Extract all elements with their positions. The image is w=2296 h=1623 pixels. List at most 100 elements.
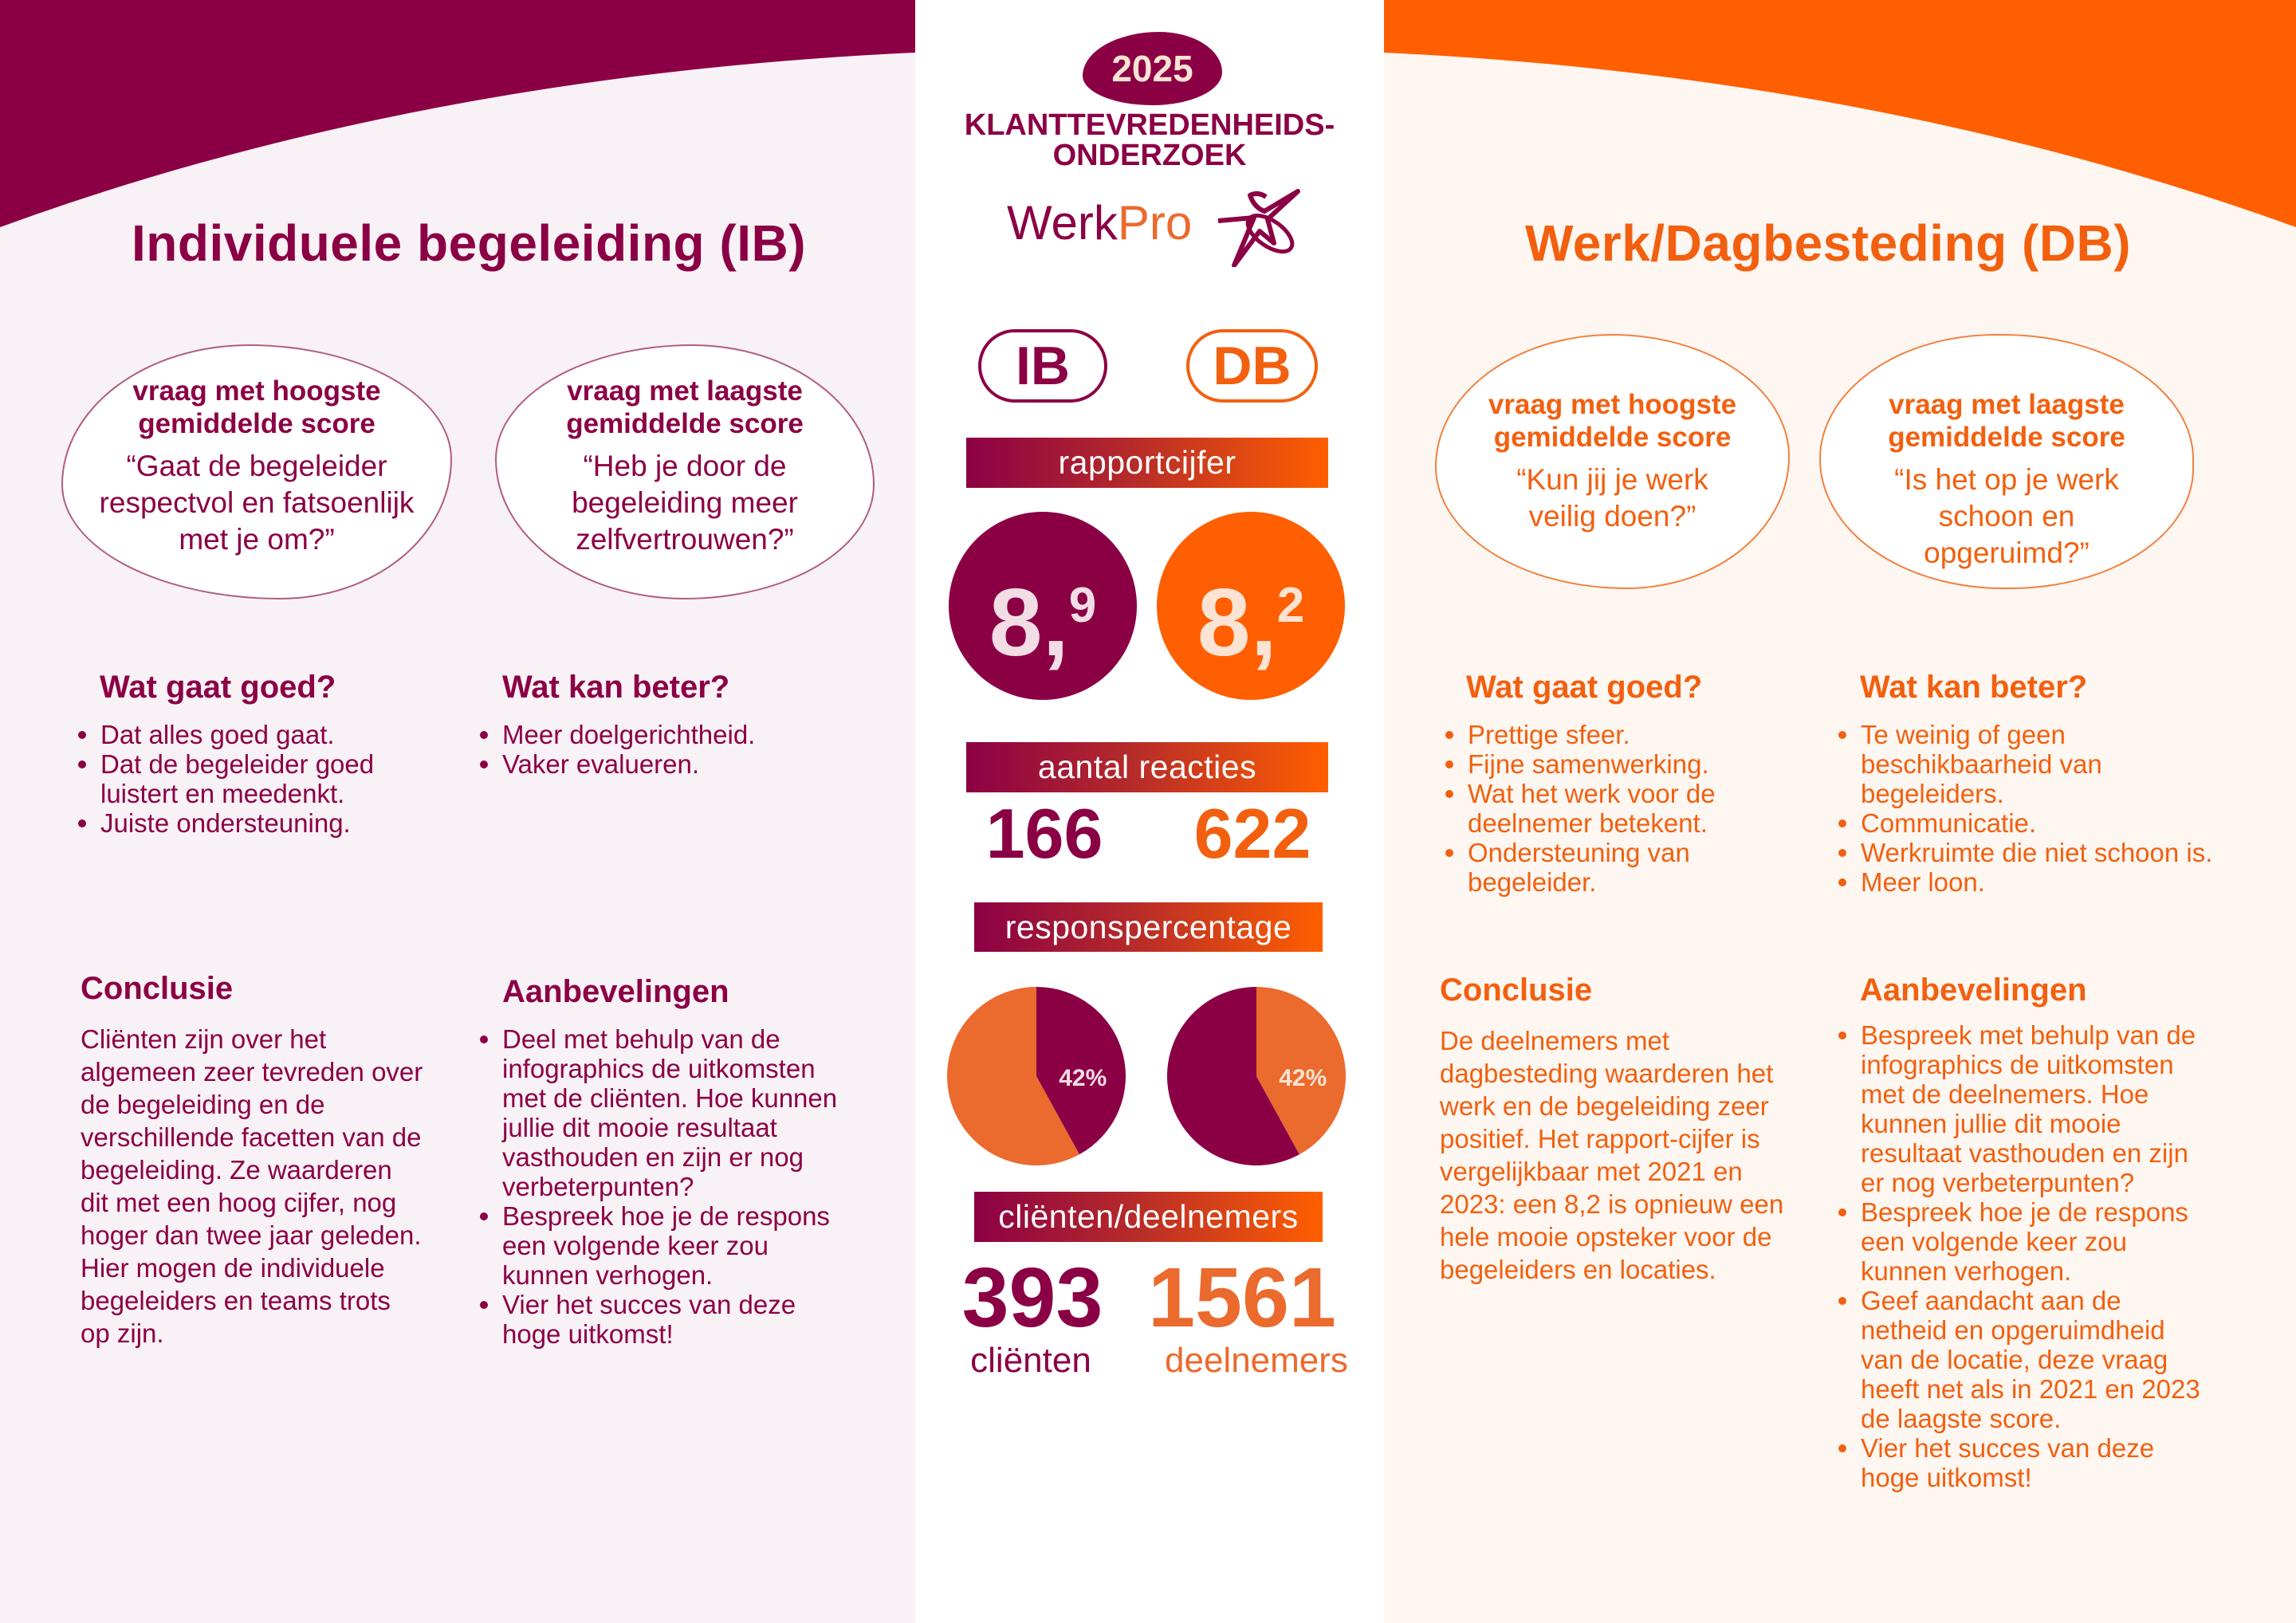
db-reactions-count: 622 — [1193, 794, 1311, 873]
logo-text-werk: Werk — [1007, 196, 1118, 250]
ib-client-count: 393 — [961, 1251, 1103, 1345]
list-item: Communicatie. — [1837, 808, 2235, 838]
ib-label: IB — [978, 329, 1107, 403]
ib-good-list: Dat alles goed gaat. Dat de begeleider go… — [77, 720, 427, 838]
reactions-label-bar: aantal reacties — [966, 742, 1328, 792]
db-recommendations-list: Bespreek met behulp van de infographics … — [1837, 1020, 2204, 1492]
ib-reactions-count: 166 — [985, 794, 1103, 873]
population-label-bar: cliënten/deelnemers — [974, 1192, 1323, 1242]
bubble-quote: zelfvertrouwen?” — [576, 523, 794, 556]
year-badge: 2025 — [1083, 32, 1222, 105]
ib-grade-circle: 8,9 — [949, 512, 1137, 700]
ib-conclusion-heading: Conclusie — [81, 971, 234, 1006]
ib-title: Individuele begeleiding (IB) — [131, 214, 807, 272]
ib-good-heading: Wat gaat goed? — [100, 670, 336, 705]
ib-recommendations-list: Deel met behulp van de infographics de u… — [478, 1024, 853, 1349]
list-item: Fijne samenwerking. — [1444, 749, 1779, 779]
list-item: Werkruimte die niet schoon is. — [1837, 838, 2235, 867]
list-item: Vaker evalueren. — [478, 749, 861, 779]
bubble-heading: gemiddelde score — [1493, 422, 1732, 453]
pie-percent-label: 42% — [1059, 1065, 1107, 1091]
grade-label-bar: rapportcijfer — [966, 438, 1328, 488]
logo-text-pro: Pro — [1117, 196, 1193, 250]
list-item: Wat het werk voor de deelnemer betekent. — [1444, 779, 1779, 838]
pie-slice-remainder — [947, 987, 1079, 1165]
survey-title: KLANTTEVREDENHEIDS- ONDERZOEK — [915, 110, 1384, 171]
db-better-list: Te weinig of geen beschikbaarheid van be… — [1837, 720, 2235, 897]
list-item: Geef aandacht aan de netheid en opgeruim… — [1837, 1286, 2204, 1433]
list-item: Bespreek hoe je de respons een volgende … — [478, 1201, 853, 1290]
db-grade-circle: 8,2 — [1157, 512, 1345, 700]
ib-better-list: Meer doelgerichtheid. Vaker evalueren. — [478, 720, 861, 779]
pie-percent-label: 42% — [1279, 1065, 1327, 1091]
list-item: Meer loon. — [1837, 867, 2235, 897]
db-label: DB — [1186, 329, 1318, 403]
bubble-quote: met je om?” — [179, 523, 335, 556]
survey-title-line: KLANTTEVREDENHEIDS- — [964, 108, 1335, 142]
db-grade-main: 8, — [1197, 569, 1277, 676]
ib-conclusion-text: Cliënten zijn over het algemeen zeer tev… — [81, 1024, 423, 1348]
bubble-heading: vraag met hoogste — [132, 375, 381, 407]
ib-highest-score-bubble: vraag met hoogste gemiddelde score “Gaat … — [61, 344, 452, 599]
list-item: Dat de begeleider goed luistert en meede… — [77, 749, 427, 808]
bubble-quote: “Heb je door de — [583, 450, 787, 482]
ib-panel: Individuele begeleiding (IB) vraag met h… — [0, 0, 915, 1623]
db-grade-decimal: 2 — [1276, 578, 1305, 633]
db-panel: Werk/Dagbesteding (DB) vraag met hoogste… — [1384, 0, 2296, 1623]
db-good-heading: Wat gaat goed? — [1466, 670, 1703, 705]
list-item: Prettige sfeer. — [1444, 720, 1779, 749]
list-item: Juiste ondersteuning. — [77, 808, 427, 838]
db-header-band — [1384, 0, 2296, 227]
ib-recommendations-heading: Aanbevelingen — [502, 974, 729, 1009]
list-item: Dat alles goed gaat. — [77, 720, 427, 749]
db-lowest-score-bubble: vraag met laagste gemiddelde score “Is he… — [1819, 334, 2194, 589]
db-good-list: Prettige sfeer. Fijne samenwerking. Wat he… — [1444, 720, 1779, 897]
response-pies: 42% 42% — [947, 987, 1346, 1165]
bubble-quote: “Is het op je werk — [1894, 463, 2119, 496]
list-item: Vier het succes van deze hoge uitkomst! — [478, 1290, 853, 1349]
list-item: Te weinig of geen beschikbaarheid van be… — [1837, 720, 2235, 808]
bubble-quote: respectvol en fatsoenlijk — [99, 486, 415, 519]
bubble-heading: gemiddelde score — [1888, 422, 2125, 453]
running-figure-logo-icon — [1217, 189, 1300, 267]
ib-better-heading: Wat kan beter? — [502, 670, 730, 705]
list-item: Ondersteuning van begeleider. — [1444, 838, 1779, 897]
db-title: Werk/Dagbesteding (DB) — [1524, 214, 2132, 272]
ib-grade-main: 8, — [989, 569, 1069, 676]
db-highest-score-bubble: vraag met hoogste gemiddelde score “Kun j… — [1435, 334, 1790, 589]
bubble-heading: gemiddelde score — [138, 408, 375, 439]
list-item: Deel met behulp van de infographics de u… — [478, 1024, 853, 1201]
bubble-quote: begeleiding meer — [572, 486, 798, 519]
db-participant-count: 1561 — [1148, 1251, 1336, 1345]
bubble-heading: vraag met laagste — [1889, 389, 2125, 420]
ib-header-band — [0, 0, 915, 227]
list-item: Vier het succes van deze hoge uitkomst! — [1837, 1433, 2204, 1492]
bubble-heading: vraag met hoogste — [1488, 389, 1737, 420]
list-item: Meer doelgerichtheid. — [478, 720, 861, 749]
db-conclusion-heading: Conclusie — [1440, 973, 1593, 1008]
summary-panel: 2025 KLANTTEVREDENHEIDS- ONDERZOEK WerkP… — [915, 0, 1384, 1623]
list-item: Bespreek hoe je de respons een volgende … — [1837, 1197, 2204, 1286]
response-label-bar: responspercentage — [974, 902, 1323, 952]
ib-grade-decimal: 9 — [1068, 578, 1097, 633]
bubble-quote: schoon en — [1938, 500, 2075, 532]
pie-slice-response — [1256, 987, 1346, 1155]
ib-response-pie: 42% — [947, 987, 1126, 1165]
ib-lowest-score-bubble: vraag met laagste gemiddelde score “Heb j… — [495, 344, 875, 599]
db-participant-unit: deelnemers — [1165, 1341, 1348, 1380]
bubble-quote: veilig doen?” — [1528, 500, 1696, 532]
db-better-heading: Wat kan beter? — [1860, 670, 2088, 705]
pie-slice-remainder — [1167, 987, 1299, 1165]
bubble-quote: opgeruimd?” — [1924, 536, 2090, 569]
bubble-heading: vraag met laagste — [567, 375, 803, 407]
db-response-pie: 42% — [1167, 987, 1346, 1165]
survey-title-line: ONDERZOEK — [1052, 139, 1247, 172]
pie-slice-response — [1036, 987, 1126, 1155]
list-item: Bespreek met behulp van de infographics … — [1837, 1020, 2204, 1197]
bubble-quote: “Gaat de begeleider — [126, 450, 387, 482]
db-conclusion-text: De deelnemers met dagbesteding waarderen… — [1440, 1026, 1784, 1284]
db-recommendations-heading: Aanbevelingen — [1860, 973, 2087, 1008]
ib-client-unit: cliënten — [970, 1341, 1091, 1380]
bubble-quote: “Kun jij je werk — [1516, 463, 1708, 496]
bubble-heading: gemiddelde score — [566, 408, 804, 439]
